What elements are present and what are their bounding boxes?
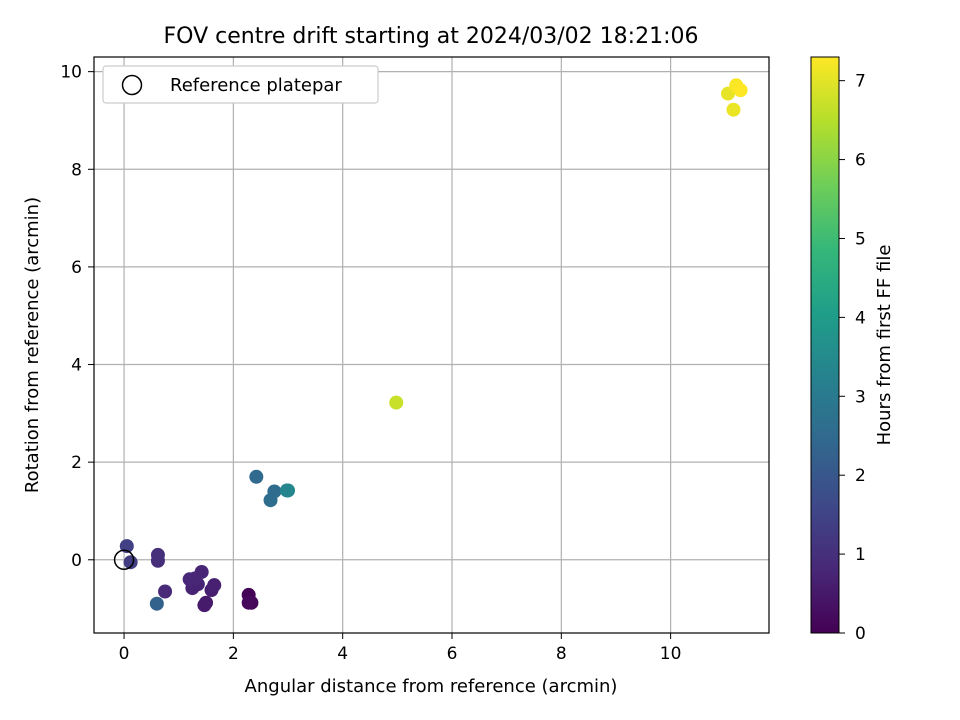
x-tick-label: 8 [556,644,567,664]
x-tick-label: 6 [447,644,458,664]
colorbar [810,56,840,634]
grid-lines [94,57,769,633]
data-point [733,83,748,98]
y-tick-label: 6 [71,258,82,278]
colorbar-tick-label: 0 [855,624,866,644]
data-point [158,584,173,599]
x-tick-label: 10 [660,644,682,664]
reference-platepar-point [113,549,135,571]
data-point [389,395,404,410]
reference-marker [113,549,135,571]
data-point [281,483,296,498]
chart-title: FOV centre drift starting at 2024/03/02 … [164,24,699,49]
data-point [726,102,741,117]
y-tick-label: 2 [71,453,82,473]
colorbar-tick-label: 2 [855,466,866,486]
data-point [150,547,165,562]
legend-box [102,65,379,104]
data-point [207,578,222,593]
y-tick-label: 10 [60,63,82,83]
y-tick-label: 8 [71,160,82,180]
y-axis-ticks: 0 2 4 6 8 10 [60,63,94,571]
colorbar-tick-label: 4 [855,308,866,328]
x-tick-label: 2 [228,644,239,664]
colorbar-tick-label: 6 [855,151,866,171]
data-point [249,469,264,484]
data-point [197,598,212,613]
legend-label-reference: Reference platepar [170,75,342,96]
colorbar-tick-label: 1 [855,545,866,565]
colorbar-tick-label: 5 [855,229,866,249]
y-axis-label: Rotation from reference (arcmin) [22,197,43,493]
y-tick-label: 4 [71,356,82,376]
data-point [149,596,164,611]
data-point [241,595,256,610]
data-point [182,572,197,587]
y-tick-label: 0 [71,551,82,571]
x-axis-label: Angular distance from reference (arcmin) [245,676,618,697]
data-points [119,78,748,613]
colorbar-ticks: 0 1 2 3 4 5 6 7 [839,72,866,644]
x-axis-ticks: 0 2 4 6 8 10 [119,633,682,664]
colorbar-tick-label: 7 [855,72,866,92]
legend-marker-reference [121,74,143,96]
plot-frame [93,56,770,634]
legend: Reference platepar [102,65,379,104]
colorbar-label: Hours from first FF file [874,245,895,446]
colorbar-tick-label: 3 [855,387,866,407]
data-point [263,493,278,508]
x-tick-label: 4 [337,644,348,664]
x-tick-label: 0 [119,644,130,664]
